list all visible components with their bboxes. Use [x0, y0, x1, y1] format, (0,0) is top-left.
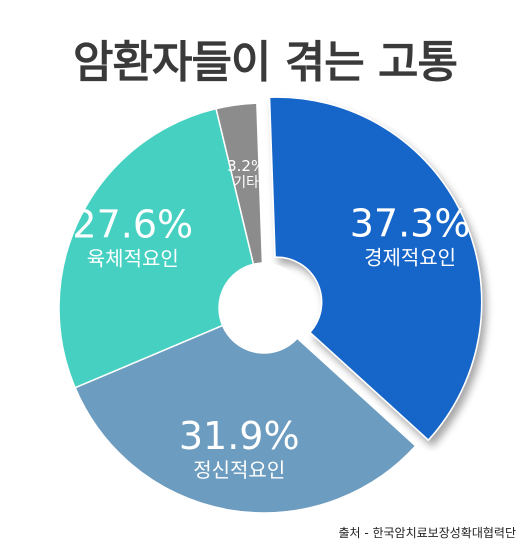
donut-hole	[219, 263, 309, 353]
source-note: 출처 - 한국암치료보장성확대협력단	[338, 526, 516, 540]
slice-value-economic: 37.3%	[350, 201, 471, 245]
slice-label-physical: 육체적요인	[87, 247, 179, 271]
slice-value-mental: 31.9%	[179, 414, 300, 458]
chart-title: 암환자들이 겪는 고통	[73, 37, 458, 88]
chart-slices	[58, 96, 483, 514]
slice-label-other: 기타	[233, 175, 259, 191]
slice-value-physical: 27.6%	[72, 203, 193, 247]
slice-value-other: 3.2%	[227, 157, 265, 175]
slice-economic	[268, 96, 483, 442]
slice-label-economic: 경제적요인	[364, 245, 456, 269]
slice-label-mental: 정신적요인	[193, 458, 285, 482]
chart-labels: 37.3%경제적요인 31.9%정신적요인 27.6%육체적요인 3.2%기타	[72, 157, 470, 482]
